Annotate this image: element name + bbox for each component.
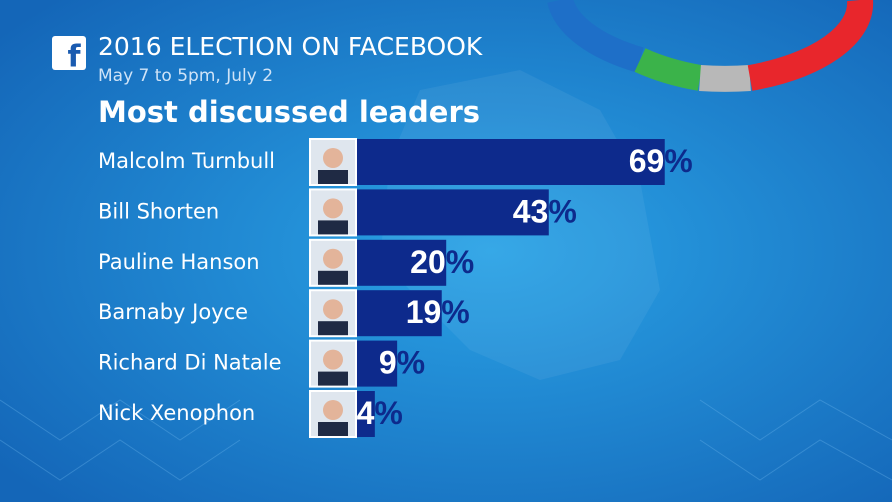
- leader-name: Barnaby Joyce: [98, 300, 248, 324]
- pattern: [0, 399, 892, 481]
- bar: [357, 391, 375, 437]
- leader-name: Richard Di Natale: [98, 351, 282, 375]
- leader-name: Nick Xenophon: [98, 401, 255, 425]
- seat-arc: [547, 0, 874, 92]
- photo-face: [323, 349, 343, 370]
- photo-face: [323, 198, 343, 219]
- photo-suit: [318, 220, 348, 235]
- bar: [357, 189, 549, 236]
- value-label: 69%: [629, 143, 693, 179]
- photo-suit: [318, 270, 348, 285]
- leader-name: Malcolm Turnbull: [98, 149, 275, 173]
- value-label: 19%: [406, 295, 470, 331]
- bar: [357, 340, 398, 387]
- photo-suit: [318, 371, 348, 386]
- photo-face: [323, 400, 343, 420]
- leader-name: Bill Shorten: [98, 199, 219, 223]
- bar: [357, 139, 665, 185]
- value-label: 4%: [357, 395, 403, 431]
- photo-face: [323, 148, 343, 168]
- photo-face: [323, 248, 343, 269]
- bar: [357, 239, 447, 286]
- photo-suit: [318, 321, 348, 336]
- bar: [357, 290, 442, 337]
- facebook-logo: [52, 36, 86, 70]
- value-label: 9%: [379, 345, 425, 381]
- photo-suit: [318, 170, 348, 184]
- subtitle: May 7 to 5pm, July 2: [98, 66, 273, 86]
- heading: Most discussed leaders: [98, 95, 480, 129]
- photo-face: [323, 299, 343, 320]
- leader-name: Pauline Hanson: [98, 250, 260, 274]
- value-label: 20%: [410, 244, 474, 280]
- photo-suit: [318, 422, 348, 436]
- value-label: 43%: [513, 194, 577, 230]
- facebook-f: f: [67, 40, 81, 75]
- title: 2016 ELECTION ON FACEBOOK: [98, 32, 483, 61]
